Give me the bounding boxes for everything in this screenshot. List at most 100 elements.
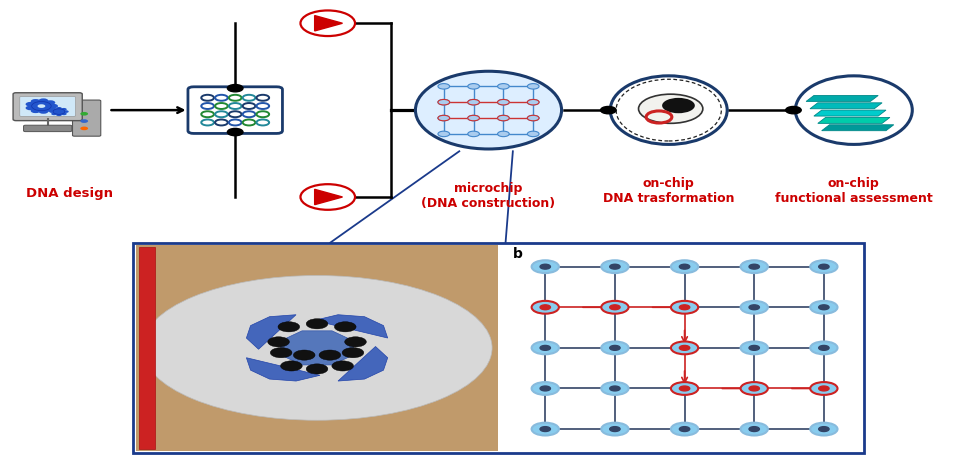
Circle shape [497, 100, 509, 106]
Polygon shape [814, 111, 886, 117]
Circle shape [749, 305, 759, 310]
Circle shape [242, 120, 255, 126]
Circle shape [39, 110, 48, 114]
Circle shape [671, 382, 699, 395]
Circle shape [438, 84, 449, 90]
Circle shape [531, 342, 559, 354]
Circle shape [229, 120, 241, 126]
Circle shape [679, 265, 690, 269]
Circle shape [438, 116, 449, 122]
Text: on-chip
functional assessment: on-chip functional assessment [775, 177, 933, 205]
Circle shape [56, 108, 62, 111]
Text: microchip
(DNA construction): microchip (DNA construction) [421, 182, 556, 210]
Circle shape [242, 104, 255, 110]
Circle shape [332, 361, 354, 371]
Polygon shape [315, 190, 343, 205]
Circle shape [540, 346, 550, 351]
Polygon shape [822, 125, 894, 131]
Circle shape [819, 346, 829, 351]
Circle shape [49, 111, 55, 114]
Polygon shape [818, 118, 890, 124]
Circle shape [540, 305, 550, 310]
Circle shape [741, 423, 768, 436]
Ellipse shape [415, 72, 562, 150]
Circle shape [497, 116, 509, 122]
Circle shape [531, 261, 559, 274]
Circle shape [468, 116, 480, 122]
Circle shape [201, 120, 214, 126]
Circle shape [528, 100, 539, 106]
Circle shape [301, 185, 355, 210]
Circle shape [342, 348, 363, 358]
Circle shape [257, 104, 269, 110]
Circle shape [257, 112, 269, 118]
FancyBboxPatch shape [13, 94, 82, 121]
Circle shape [528, 100, 539, 106]
Circle shape [819, 427, 829, 431]
Circle shape [468, 100, 480, 106]
Polygon shape [280, 331, 354, 365]
Text: a: a [141, 247, 150, 261]
Circle shape [810, 301, 837, 314]
Circle shape [601, 261, 628, 274]
Circle shape [39, 99, 48, 104]
Circle shape [468, 84, 480, 90]
Circle shape [528, 116, 539, 122]
Circle shape [528, 84, 539, 90]
Circle shape [601, 301, 628, 314]
Text: b: b [513, 247, 524, 261]
Circle shape [601, 342, 628, 354]
Circle shape [671, 261, 699, 274]
Circle shape [80, 120, 88, 123]
Circle shape [51, 109, 57, 112]
Circle shape [438, 100, 449, 106]
Polygon shape [315, 17, 343, 32]
Circle shape [741, 342, 768, 354]
Circle shape [25, 106, 35, 111]
Circle shape [540, 427, 550, 431]
Circle shape [438, 132, 449, 137]
Ellipse shape [611, 77, 727, 145]
Circle shape [528, 116, 539, 122]
Circle shape [610, 265, 620, 269]
Circle shape [56, 114, 62, 117]
Circle shape [242, 112, 255, 118]
Circle shape [215, 95, 228, 101]
Circle shape [531, 423, 559, 436]
Circle shape [271, 348, 292, 358]
Circle shape [215, 104, 228, 110]
Circle shape [679, 305, 690, 310]
Circle shape [201, 104, 214, 110]
Circle shape [741, 301, 768, 314]
Circle shape [810, 382, 837, 395]
Polygon shape [810, 104, 882, 110]
Polygon shape [315, 315, 388, 338]
Circle shape [215, 120, 228, 126]
Circle shape [46, 101, 56, 106]
Circle shape [531, 382, 559, 395]
Circle shape [215, 112, 228, 118]
Circle shape [306, 319, 328, 329]
Circle shape [257, 95, 269, 101]
Circle shape [31, 102, 51, 112]
Circle shape [468, 100, 480, 106]
Circle shape [749, 386, 759, 391]
Circle shape [610, 305, 620, 310]
Circle shape [671, 423, 699, 436]
Circle shape [268, 337, 289, 347]
Circle shape [278, 322, 300, 332]
Circle shape [306, 364, 328, 374]
Circle shape [679, 386, 690, 391]
Polygon shape [338, 347, 388, 381]
Circle shape [819, 265, 829, 269]
Circle shape [786, 107, 801, 115]
Circle shape [80, 113, 88, 116]
Circle shape [25, 103, 35, 107]
FancyBboxPatch shape [188, 88, 282, 134]
Circle shape [80, 127, 88, 131]
Circle shape [749, 346, 759, 351]
Circle shape [810, 261, 837, 274]
Circle shape [334, 322, 356, 332]
Circle shape [540, 265, 550, 269]
Circle shape [229, 112, 241, 118]
